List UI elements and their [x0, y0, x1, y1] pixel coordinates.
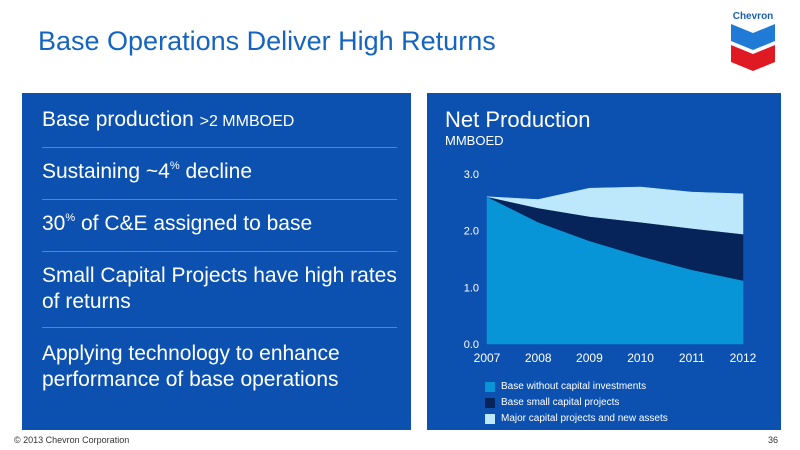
bullet-unit: >2 MMBOED [199, 113, 295, 130]
y-tick-label: 1.0 [464, 282, 479, 294]
y-tick-label: 2.0 [464, 226, 479, 238]
x-tick-label: 2011 [679, 351, 705, 365]
legend-item: Base small capital projects [485, 395, 668, 411]
bullet-small-capital-projects: Small Capital Projects have high rates o… [42, 263, 400, 315]
chevron-logo: Chevron [731, 11, 775, 71]
legend-label: Base small capital projects [501, 397, 620, 408]
key-points-panel: Base production >2 MMBOED Sustaining ~4%… [22, 93, 411, 430]
legend-label: Base without capital investments [501, 381, 647, 392]
legend-item: Major capital projects and new assets [485, 411, 668, 427]
bullet-sup: % [169, 160, 180, 172]
x-tick-label: 2008 [525, 351, 552, 365]
bullet-text: Base production [42, 108, 200, 131]
chart-panel: Net Production MMBOED 0.0 1.0 2.0 3.0 2007 20… [427, 93, 781, 430]
x-tick-label: 2009 [576, 351, 603, 365]
series-area-3 [486, 186, 744, 235]
divider [42, 327, 397, 328]
bullet-base-production: Base production >2 MMBOED [42, 107, 400, 135]
bullet-text: 30 [42, 212, 66, 235]
divider [42, 251, 397, 252]
chart-unit-label: MMBOED [445, 133, 504, 148]
legend-label: Major capital projects and new assets [501, 413, 668, 424]
bullet-ce-assigned: 30% of C&E assigned to base [42, 211, 400, 237]
slide-title: Base Operations Deliver High Returns [38, 26, 496, 56]
logo-text: Chevron [733, 11, 774, 22]
bullet-sup: % [65, 212, 76, 224]
y-tick-label: 0.0 [464, 339, 479, 351]
copyright: © 2013 Chevron Corporation [14, 435, 130, 445]
legend-swatch [485, 414, 495, 424]
bullet-text: decline [179, 160, 253, 183]
x-tick-label: 2012 [730, 351, 757, 365]
bullet-technology: Applying technology to enhance performan… [42, 341, 400, 393]
bullet-text: of C&E assigned to base [75, 212, 313, 235]
bullet-text: Sustaining ~4 [42, 160, 170, 183]
bullet-text: Applying technology to enhance performan… [42, 342, 340, 391]
legend-swatch [485, 398, 495, 408]
page-number: 36 [767, 435, 778, 445]
x-tick-label: 2010 [627, 351, 654, 365]
legend-swatch [485, 382, 495, 392]
bullet-text: Small Capital Projects have high rates o… [42, 264, 397, 313]
net-production-chart: 0.0 1.0 2.0 3.0 2007 2008 2009 2010 2011 2012 [464, 169, 757, 365]
x-tick-label: 2007 [474, 351, 501, 365]
bullet-decline: Sustaining ~4% decline [42, 159, 400, 185]
legend-item: Base without capital investments [485, 379, 668, 395]
chart-title: Net Production [445, 107, 591, 132]
chart-legend: Base without capital investments Base sma… [485, 379, 668, 427]
divider [42, 147, 397, 148]
divider [42, 199, 397, 200]
y-tick-label: 3.0 [464, 169, 479, 181]
